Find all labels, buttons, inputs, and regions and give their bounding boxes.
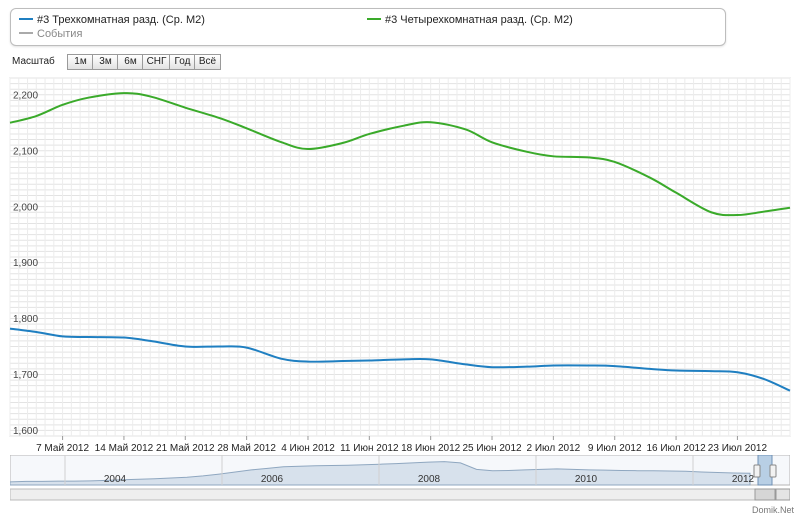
scrollbar-track[interactable] — [10, 488, 790, 501]
scrollbar-arrow-right[interactable] — [775, 488, 790, 501]
series1-swatch — [19, 18, 33, 21]
events-swatch — [19, 32, 33, 35]
x-tick-label: 21 Май 2012 — [156, 443, 215, 454]
x-tick-label: 4 Июн 2012 — [281, 443, 335, 454]
x-tick-label: 7 Май 2012 — [36, 443, 89, 454]
legend-item-series2[interactable]: #3 Четырехкомнатная разд. (Ср. М2) — [367, 14, 573, 27]
navigator-handle-left[interactable] — [753, 464, 761, 478]
y-tick-label: 2,000 — [13, 202, 38, 213]
series-line-1[interactable] — [9, 327, 791, 392]
main-chart[interactable]: 1,600 1,700 1,800 1,900 2,000 2,100 2,200 7 Ма… — [0, 74, 800, 454]
x-tick-label: 2 Июл 2012 — [527, 443, 581, 454]
zoom-button-3m[interactable]: 3м — [92, 54, 119, 70]
navigator-area — [10, 461, 751, 486]
y-tick-label: 2,100 — [13, 146, 38, 157]
navigator-year-label: 2008 — [418, 474, 441, 485]
legend-label-series2: #3 Четырехкомнатная разд. (Ср. М2) — [385, 14, 573, 26]
footer-credit: Domik.Net — [751, 505, 794, 515]
legend-label-series1: #3 Трехкомнатная разд. (Ср. М2) — [37, 14, 205, 26]
y-tick-label: 1,700 — [13, 370, 38, 381]
legend-item-series1[interactable]: #3 Трехкомнатная разд. (Ср. М2) — [19, 14, 205, 27]
y-tick-label: 1,600 — [13, 426, 38, 437]
zoom-button-all[interactable]: Всё — [194, 54, 221, 70]
series-line-2[interactable] — [9, 92, 791, 217]
legend-label-events: События — [37, 28, 83, 40]
navigator-year-label: 2012 — [732, 474, 755, 485]
zoom-label: Масштаб — [12, 56, 55, 67]
navigator-year-label: 2006 — [261, 474, 284, 485]
navigator-year-label: 2004 — [104, 474, 127, 485]
x-tick-label: 25 Июн 2012 — [462, 443, 522, 454]
navigator-handle-right[interactable] — [769, 464, 777, 478]
y-tick-label: 1,900 — [13, 258, 38, 269]
y-tick-label: 1,800 — [13, 314, 38, 325]
x-tick-label: 18 Июн 2012 — [401, 443, 461, 454]
legend-item-events[interactable]: События — [19, 28, 82, 41]
navigator-year-label: 2010 — [575, 474, 598, 485]
scrollbar-thumb[interactable] — [754, 488, 776, 501]
y-tick-label: 2,200 — [13, 90, 38, 101]
navigator[interactable]: 2004 2006 2008 2010 2012 — [10, 455, 790, 503]
series2-swatch — [367, 18, 381, 21]
zoom-button-6m[interactable]: 6м — [117, 54, 144, 70]
x-tick-label: 14 Май 2012 — [95, 443, 154, 454]
legend: #3 Трехкомнатная разд. (Ср. М2) #3 Четыр… — [10, 8, 726, 46]
zoom-button-ytd[interactable]: СНГ — [142, 54, 171, 70]
zoom-button-year[interactable]: Год — [169, 54, 196, 70]
x-tick-label: 16 Июл 2012 — [646, 443, 706, 454]
x-tick-label: 23 Июл 2012 — [708, 443, 768, 454]
zoom-button-1m[interactable]: 1м — [67, 54, 94, 70]
x-tick-label: 28 Май 2012 — [217, 443, 276, 454]
x-tick-label: 11 Июн 2012 — [340, 443, 399, 454]
x-tick-label: 9 Июл 2012 — [588, 443, 642, 454]
